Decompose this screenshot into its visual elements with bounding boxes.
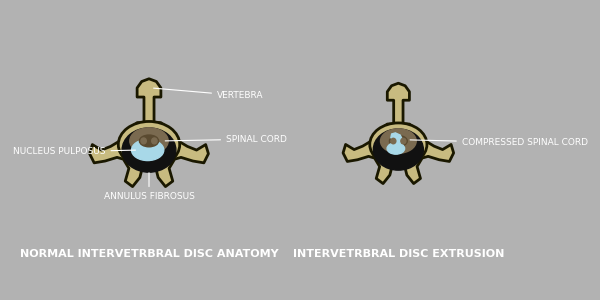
Ellipse shape [391,138,396,144]
Ellipse shape [389,136,407,146]
Ellipse shape [370,123,427,166]
Polygon shape [391,133,402,143]
Polygon shape [154,123,169,143]
Text: INTERVETRBRAL DISC EXTRUSION: INTERVETRBRAL DISC EXTRUSION [293,249,504,259]
Polygon shape [129,123,144,143]
Text: VERTEBRA: VERTEBRA [154,88,263,100]
Ellipse shape [122,128,176,172]
Text: NORMAL INTERVETRBRAL DISC ANATOMY: NORMAL INTERVETRBRAL DISC ANATOMY [20,249,278,259]
Polygon shape [380,124,394,143]
Ellipse shape [373,129,424,170]
Ellipse shape [139,135,158,147]
Ellipse shape [152,138,157,144]
Ellipse shape [380,129,416,153]
Text: SPINAL CORD: SPINAL CORD [165,135,287,144]
Ellipse shape [130,128,168,154]
Polygon shape [89,135,208,187]
Polygon shape [343,136,454,184]
Ellipse shape [131,140,164,160]
Text: COMPRESSED SPINAL CORD: COMPRESSED SPINAL CORD [410,138,588,147]
Ellipse shape [387,143,404,154]
Text: ANNULUS FIBROSUS: ANNULUS FIBROSUS [104,173,194,201]
Polygon shape [387,83,409,124]
Text: NUCLEUS PULPOSUS: NUCLEUS PULPOSUS [13,147,136,156]
Ellipse shape [118,122,180,168]
Ellipse shape [141,138,146,144]
Polygon shape [403,124,417,143]
Polygon shape [137,79,161,123]
Ellipse shape [401,138,406,144]
